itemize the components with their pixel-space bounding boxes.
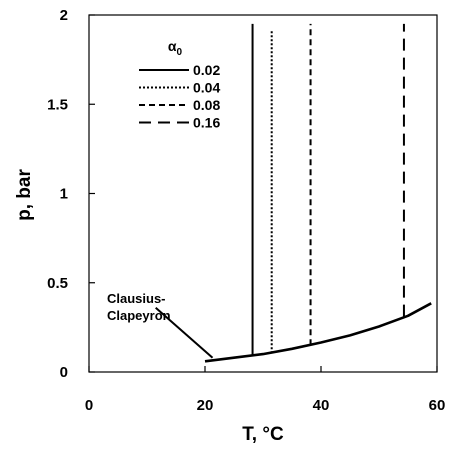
x-tick-label: 60 [429,397,446,414]
y-tick-label: 1.5 [47,96,68,113]
y-tick-label: 0.5 [47,275,68,292]
ticks: 0 20 40 60 0 0.5 1 1.5 2 [47,7,445,414]
y-tick-label: 0 [60,364,68,381]
curve-layer [204,302,432,363]
annotation-pointer [155,306,214,359]
annotation-line1: Clausius- [107,291,166,306]
x-tick-label: 20 [197,397,214,414]
annotation: Clausius- Clapeyron [107,291,214,359]
legend-label-0.02: 0.02 [193,62,220,78]
x-tick-label: 0 [85,397,93,414]
legend-label-0.08: 0.08 [193,97,220,113]
legend-label-0.04: 0.04 [193,80,220,96]
clausius-clapeyron-curve [204,302,432,363]
series-layer [251,23,405,356]
y-tick-label: 2 [60,7,68,24]
legend-label-0.16: 0.16 [193,115,220,131]
y-tick-label: 1 [60,186,68,203]
annotation-line2: Clapeyron [107,308,171,323]
x-tick-label: 40 [313,397,330,414]
legend: α0 0.02 0.040.08 0.16 [139,38,220,131]
y-axis-label: p, bar [14,169,35,221]
legend-title: α0 [168,38,183,58]
x-axis-label: T, °C [242,424,284,445]
